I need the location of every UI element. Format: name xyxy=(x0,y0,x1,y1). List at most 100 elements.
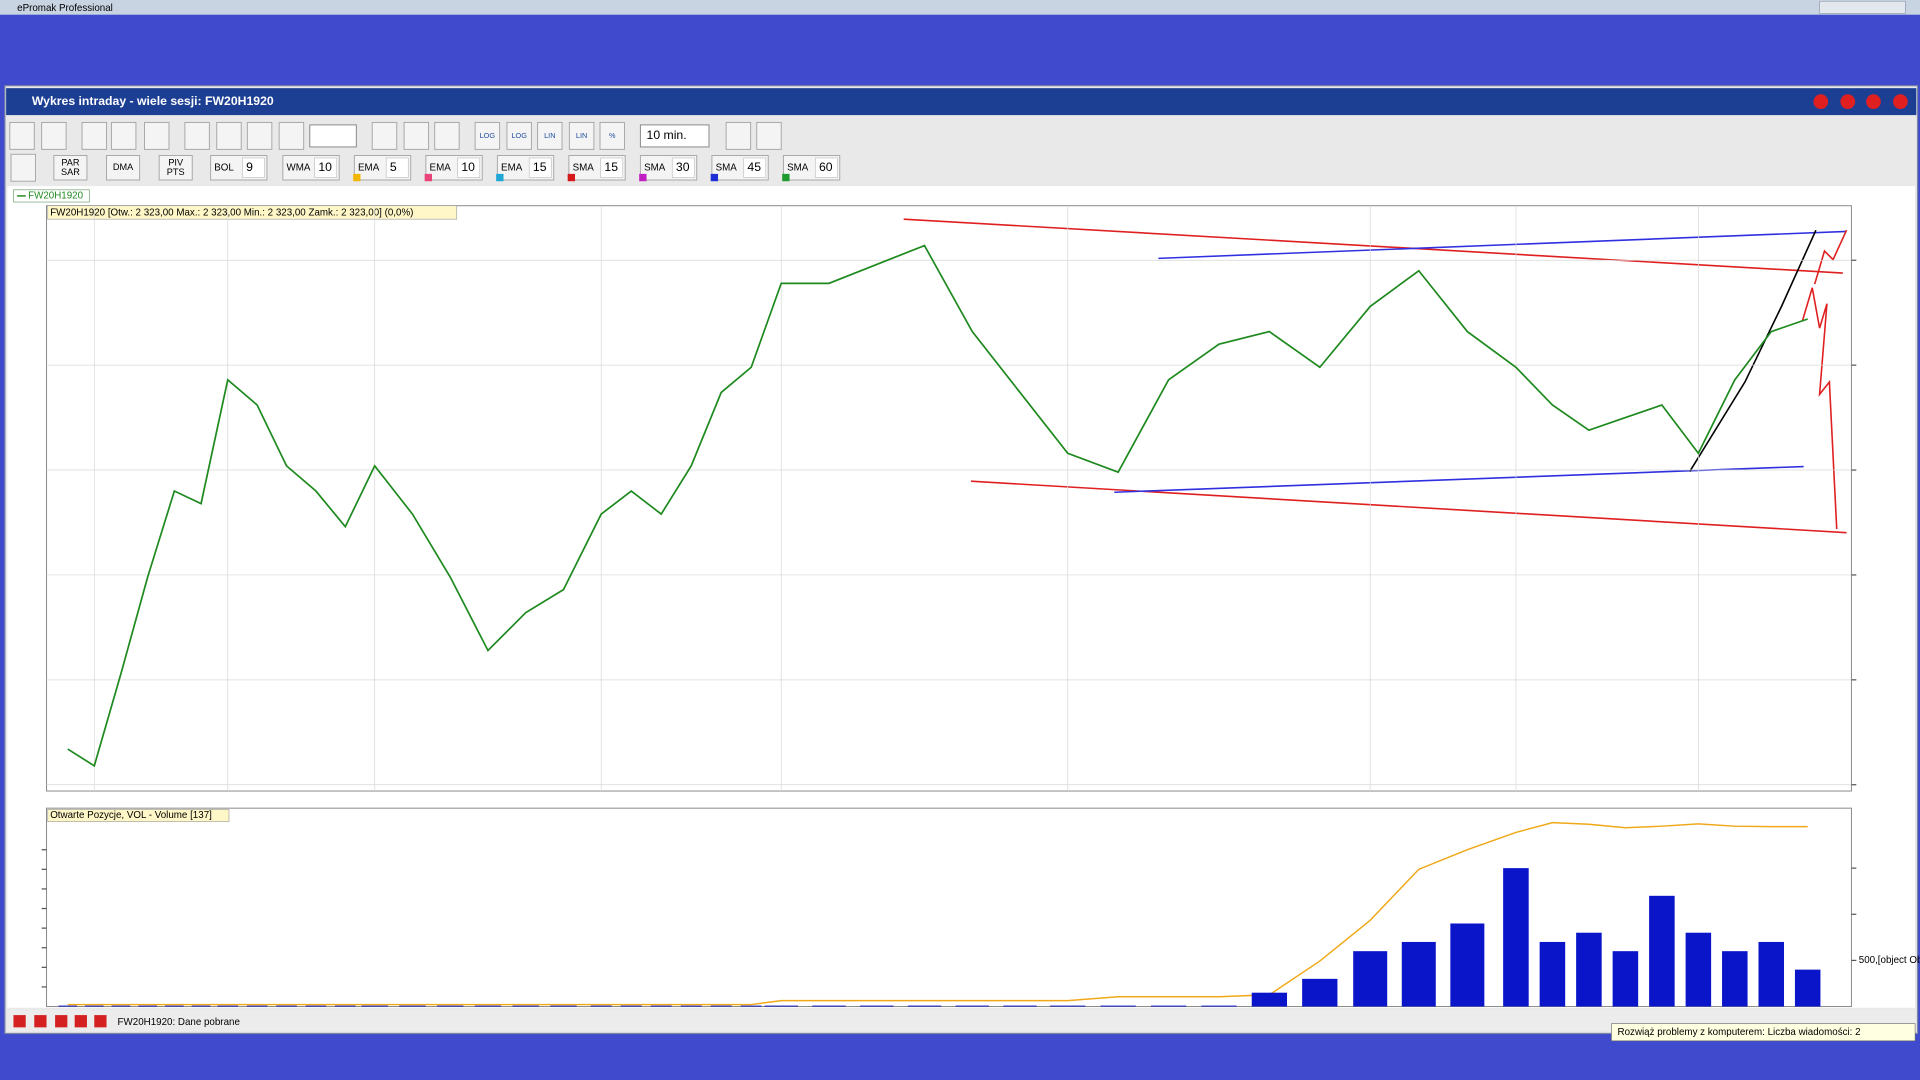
indicator-chart-button[interactable] xyxy=(10,153,36,182)
scale-button[interactable] xyxy=(568,121,595,150)
indicator-button[interactable] xyxy=(158,155,193,181)
zoom-out-button[interactable] xyxy=(246,121,273,150)
open-button[interactable] xyxy=(9,121,35,150)
volume-bar xyxy=(812,1005,846,1007)
status-icon[interactable] xyxy=(13,1015,26,1028)
volume-bar xyxy=(550,1005,577,1007)
indicator-param-box xyxy=(814,157,838,178)
volume-bar xyxy=(1201,1005,1237,1007)
edit-button[interactable] xyxy=(756,121,782,150)
volume-bar xyxy=(1685,932,1712,1007)
indicator-button-label: DMA xyxy=(113,162,134,172)
tooltip[interactable] xyxy=(1611,1023,1916,1042)
trendline xyxy=(1813,229,1848,285)
volume-bar xyxy=(680,1005,702,1007)
scale-button[interactable] xyxy=(506,121,532,150)
indicator-color xyxy=(424,173,432,182)
colors-button[interactable] xyxy=(725,121,752,150)
indicator-param-box xyxy=(528,157,552,178)
back-button[interactable] xyxy=(184,121,210,150)
os-title: ePromak Professional xyxy=(17,3,113,14)
volume-bar xyxy=(276,1005,297,1007)
volume-bar xyxy=(474,1005,502,1007)
volume-bar xyxy=(191,1005,211,1007)
status-icon[interactable] xyxy=(55,1015,68,1028)
volume-title: Otwarte Pozycje, VOL - Volume [137] xyxy=(50,810,212,821)
volume-bar xyxy=(399,1005,426,1007)
status-icon[interactable] xyxy=(34,1015,47,1028)
volume-bar xyxy=(620,1005,642,1007)
candle-button[interactable] xyxy=(434,121,460,150)
volume-bar xyxy=(1503,868,1529,1007)
cursor-button[interactable] xyxy=(81,121,108,150)
indicator-color xyxy=(567,173,576,182)
indicator-button[interactable] xyxy=(106,155,141,181)
indicator-button-label: PAR xyxy=(61,157,80,167)
interval: 10 min. xyxy=(647,128,687,142)
indicator-name: SMA xyxy=(716,162,738,173)
scale-button[interactable] xyxy=(599,121,625,150)
interval-dropdown[interactable] xyxy=(639,124,710,148)
info-box xyxy=(47,205,458,220)
volume-bar xyxy=(138,1005,158,1007)
volume-bar xyxy=(1302,978,1338,1007)
window-button[interactable] xyxy=(1893,94,1908,109)
status-icon[interactable] xyxy=(94,1015,107,1028)
price-info: FW20H1920 [Otw.: 2 323,00 Max.: 2 323,00… xyxy=(50,208,413,219)
save-button[interactable] xyxy=(41,121,67,150)
os-window-buttons[interactable] xyxy=(1819,0,1906,14)
status-bar xyxy=(7,1010,1916,1032)
volume-bar xyxy=(1450,923,1485,1007)
sound-button[interactable] xyxy=(110,121,137,150)
ohlc-button[interactable] xyxy=(403,121,430,150)
legend-label: FW20H1920 xyxy=(28,191,83,202)
volume-bar xyxy=(1758,941,1785,1007)
indicator-name: EMA xyxy=(430,162,452,173)
trendline xyxy=(970,480,1847,534)
scale-button[interactable] xyxy=(537,121,563,150)
volume-bar xyxy=(1722,951,1748,1007)
trendline xyxy=(903,218,1843,274)
scale-button-label: % xyxy=(609,131,616,140)
indicator-button-label: SAR xyxy=(61,167,80,177)
line-chart-button[interactable] xyxy=(371,121,398,150)
indicator-param: 45 xyxy=(747,160,761,174)
tooltip-text: Rozwiąż problemy z komputerem: Liczba wi… xyxy=(1618,1027,1861,1038)
indicator-color xyxy=(782,173,790,182)
zoom-in-button[interactable] xyxy=(216,121,242,150)
indicator-param: 9 xyxy=(246,160,253,174)
volume-bar xyxy=(512,1005,539,1007)
indicator-param: 5 xyxy=(390,160,397,174)
volume-bar xyxy=(1539,941,1566,1007)
drawn-trendlines xyxy=(903,218,1848,534)
indicator-button[interactable] xyxy=(53,155,88,181)
volume-bar xyxy=(1612,951,1639,1007)
trendline xyxy=(1114,465,1804,494)
indicator-param: 30 xyxy=(676,160,690,174)
refresh-button[interactable] xyxy=(144,121,170,150)
status-icon[interactable] xyxy=(74,1015,87,1028)
scale-button[interactable] xyxy=(474,121,501,150)
volume-bar xyxy=(84,1005,104,1007)
indicator-param-box xyxy=(242,157,265,178)
volume-bar xyxy=(710,1005,732,1007)
window-button[interactable] xyxy=(1840,94,1856,109)
indicator-param-box xyxy=(385,157,409,178)
indicator-color xyxy=(710,173,719,182)
volume-bar xyxy=(860,1005,894,1007)
indicator-param-box xyxy=(743,157,767,178)
window-button[interactable] xyxy=(1866,94,1881,109)
volume-bar xyxy=(740,1005,762,1007)
chart-area xyxy=(7,186,1916,1008)
volume-bar xyxy=(165,1005,184,1007)
forward-button[interactable] xyxy=(278,121,305,150)
volume-bar xyxy=(1353,951,1388,1007)
window-button[interactable] xyxy=(1813,94,1829,109)
dropdown[interactable] xyxy=(309,124,357,148)
indicator-param: 10 xyxy=(461,160,475,174)
window-title-bar xyxy=(6,88,1917,116)
price-plot-frame xyxy=(46,205,1852,792)
indicator-param-box xyxy=(671,157,695,178)
volume-bar xyxy=(1050,1005,1086,1007)
